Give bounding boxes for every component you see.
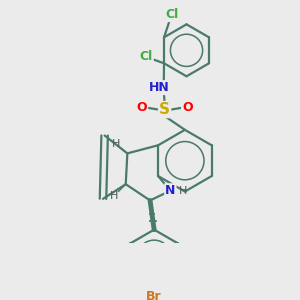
Text: Cl: Cl xyxy=(140,50,153,63)
Text: S: S xyxy=(159,102,170,117)
Text: Cl: Cl xyxy=(166,8,179,21)
Text: O: O xyxy=(136,101,147,114)
Text: O: O xyxy=(182,101,193,114)
Text: H: H xyxy=(179,186,188,196)
Text: Br: Br xyxy=(146,290,162,300)
Text: H: H xyxy=(110,190,118,201)
Text: H: H xyxy=(112,139,120,148)
Text: HN: HN xyxy=(149,81,170,94)
Text: N: N xyxy=(165,184,176,197)
